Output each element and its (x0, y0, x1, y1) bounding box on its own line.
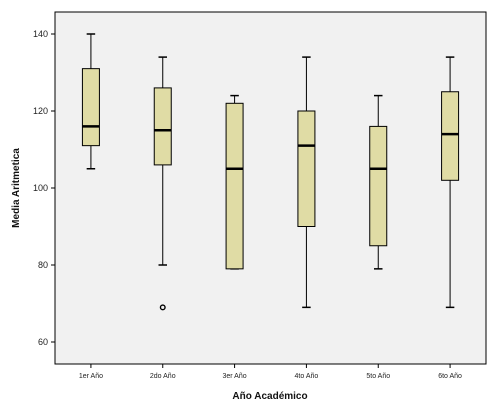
x-tick-label: 4to Año (295, 373, 319, 380)
boxes (81, 33, 460, 311)
box (153, 87, 172, 166)
outlier-point (159, 304, 166, 311)
y-axis-title: Media Aritmetica (11, 148, 22, 228)
box (225, 102, 244, 270)
x-tick-label: 6to Año (438, 373, 462, 380)
y-tick-label: 80 (38, 260, 48, 270)
y-tick-label: 140 (33, 29, 48, 39)
box (441, 91, 460, 181)
y-tick-label: 60 (38, 337, 48, 347)
plot-area (54, 11, 487, 365)
x-tick-label: 3er Año (223, 373, 247, 380)
box (297, 110, 316, 227)
x-tick-label: 5to Año (366, 373, 390, 380)
x-axis-title: Año Académico (232, 391, 307, 402)
box (369, 125, 388, 247)
x-tick-label: 2do Año (150, 373, 176, 380)
x-axis: 1er Año 2do Año 3er Año 4to Año 5to Año 6to A… (79, 364, 462, 380)
y-axis: 60 80 100 120 140 (33, 29, 55, 347)
x-tick-label: 1er Año (79, 373, 103, 380)
box (81, 68, 100, 147)
y-tick-label: 100 (33, 183, 48, 193)
y-tick-label: 120 (33, 106, 48, 116)
